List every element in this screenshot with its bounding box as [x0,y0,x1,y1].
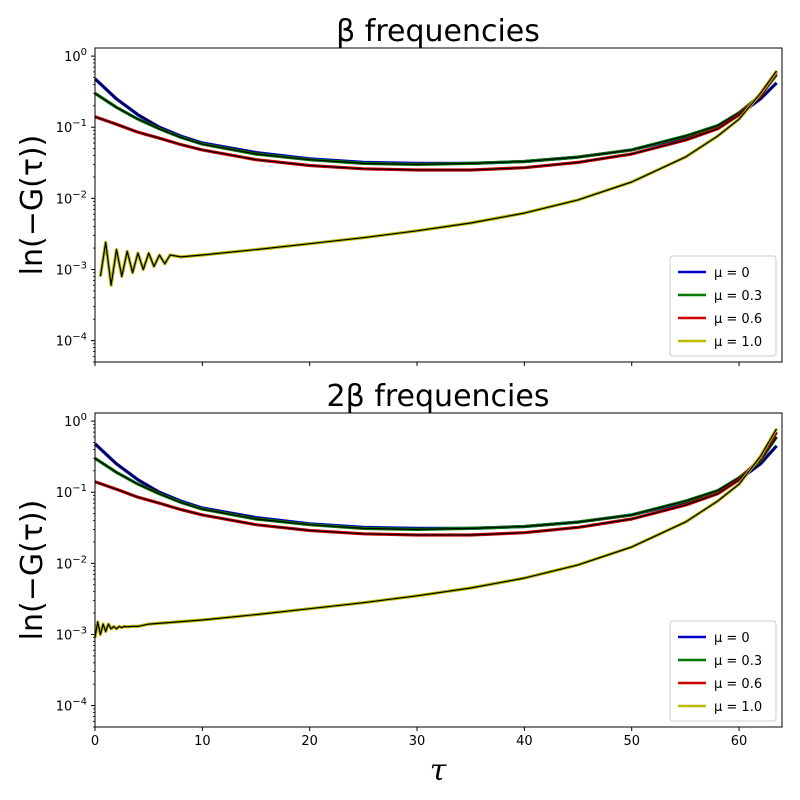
top-title: β frequencies [336,14,540,49]
bottom-panel: 2β frequencies ln(−G(τ)) 10−410−310−210−… [15,379,783,788]
bottom-xtick-label: 0 [91,734,99,749]
top-ytick-label: 10−3 [56,260,87,278]
top-series-overlay-1 [94,74,778,165]
top-legend-label: μ = 0.3 [714,289,762,304]
bottom-ytick-label: 10−4 [56,697,87,715]
bottom-legend-label: μ = 0 [714,631,750,646]
bottom-legend [669,620,777,722]
bottom-xtick-label: 10 [194,734,211,749]
bottom-legend-label: μ = 0.3 [714,654,762,669]
top-axes-frame [94,47,783,363]
bottom-xtick-label: 20 [301,734,318,749]
top-series-overlay-3 [99,70,778,286]
bottom-plot-area: 10−4 10−3 10−2 10−1 100 0 10 20 30 40 50 60 μ = 0 μ =… [56,412,778,749]
top-ylabel: ln(−G(τ)) [15,135,50,276]
top-ytick-label: 100 [64,47,87,65]
top-panel: β frequencies ln(−G(τ)) 10−4 10−3 10−2 10−1… [15,14,783,366]
top-legend-label: μ = 0 [714,266,750,281]
bottom-series-overlay-2 [94,431,778,536]
bottom-ytick-label: 10−2 [56,554,87,572]
bottom-xtick-label: 40 [516,734,533,749]
top-ytick-label: 10−2 [56,189,87,207]
bottom-ytick-label: 10−1 [56,483,87,501]
bottom-xtick-label: 30 [409,734,426,749]
top-ytick-label: 10−1 [56,118,87,136]
bottom-legend-label: μ = 1.0 [714,700,762,715]
bottom-axes-frame [94,412,783,728]
bottom-xlabel: τ [430,753,447,788]
bottom-xtick-label: 50 [623,734,640,749]
bottom-ytick-label: 10−3 [56,625,87,643]
top-legend [669,255,777,357]
top-series-overlay-2 [94,71,778,171]
top-ytick-label: 10−4 [56,332,87,350]
bottom-title: 2β frequencies [327,379,550,414]
bottom-xtick-label: 60 [731,734,748,749]
bottom-ytick-label: 100 [64,412,87,430]
top-legend-label: μ = 0.6 [714,312,762,327]
bottom-legend-label: μ = 0.6 [714,677,762,692]
top-legend-label: μ = 1.0 [714,335,762,350]
top-plot-area: 10−4 10−3 10−2 10−1 100 μ = 0 μ = 0.3 μ = 0.6 μ … [56,47,778,366]
bottom-ylabel: ln(−G(τ)) [15,500,50,641]
bottom-series-overlay-3 [94,428,778,638]
bottom-series-overlay-1 [94,436,778,531]
